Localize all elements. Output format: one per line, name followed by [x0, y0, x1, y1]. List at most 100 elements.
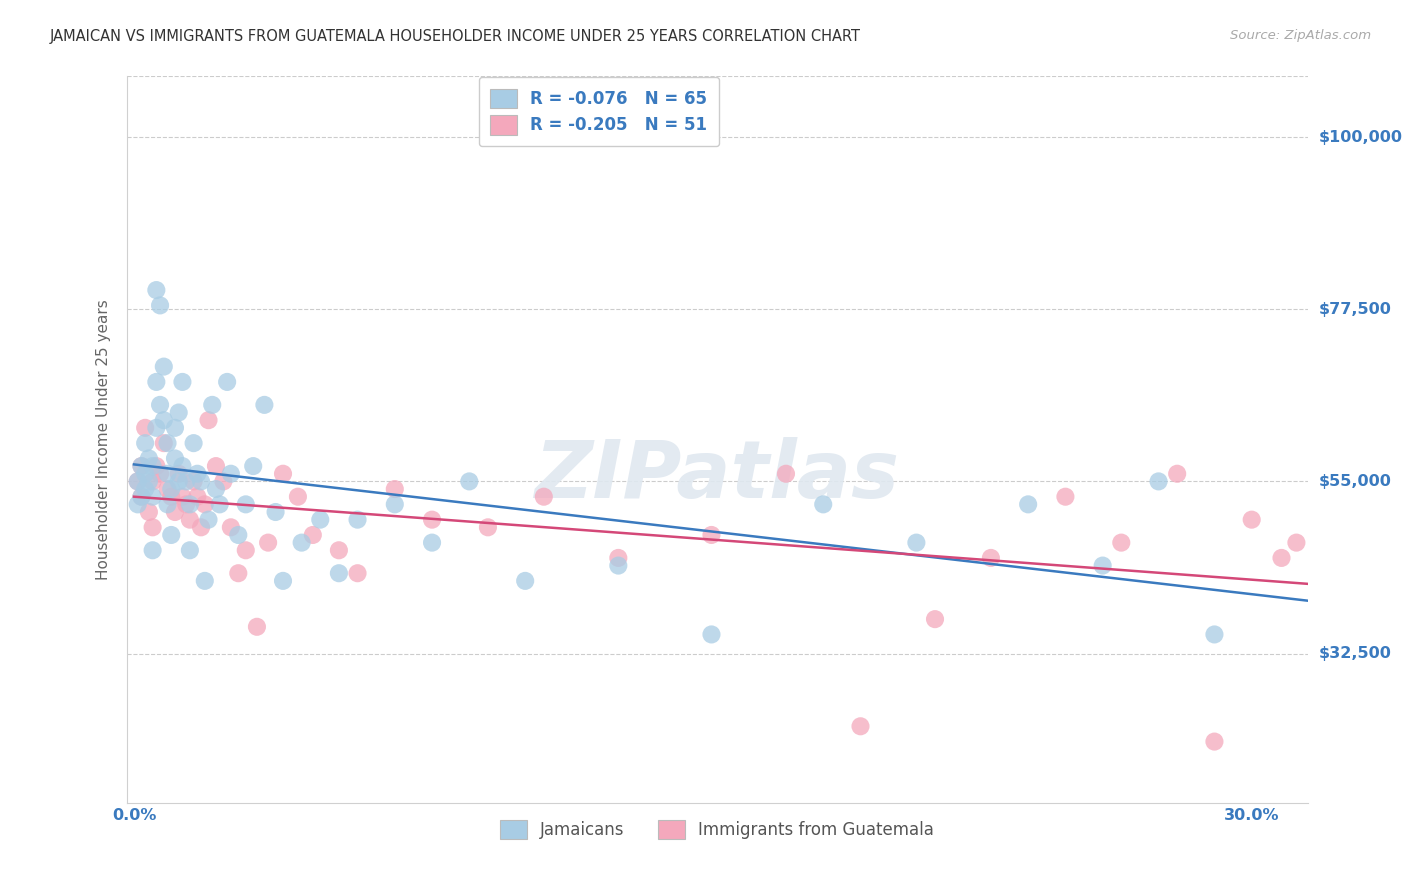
Point: [607, 558, 630, 573]
Text: ZIPatlas: ZIPatlas: [534, 437, 900, 515]
Point: [980, 550, 1002, 565]
Point: [924, 612, 946, 626]
Point: [1147, 475, 1170, 489]
Point: [149, 398, 172, 412]
Point: [152, 436, 174, 450]
Point: [156, 482, 179, 496]
Point: [131, 490, 153, 504]
Point: [1204, 734, 1226, 748]
Point: [201, 398, 224, 412]
Point: [156, 467, 179, 481]
Point: [271, 574, 294, 588]
Point: [179, 497, 201, 511]
Point: [420, 535, 443, 549]
Point: [533, 490, 555, 504]
Point: [145, 375, 167, 389]
Point: [700, 627, 723, 641]
Point: [194, 574, 217, 588]
Point: [1091, 558, 1114, 573]
Point: [775, 467, 797, 481]
Point: [384, 497, 406, 511]
Point: [163, 451, 186, 466]
Point: [142, 490, 165, 504]
Point: [477, 520, 499, 534]
Point: [183, 475, 205, 489]
Point: [131, 459, 153, 474]
Point: [458, 475, 481, 489]
Point: [1054, 490, 1077, 504]
Point: [174, 475, 197, 489]
Point: [149, 467, 172, 481]
Point: [309, 513, 332, 527]
Point: [167, 475, 190, 489]
Point: [1111, 535, 1133, 549]
Point: [346, 513, 368, 527]
Point: [131, 459, 153, 474]
Point: [149, 298, 172, 312]
Point: [186, 490, 208, 504]
Point: [183, 436, 205, 450]
Point: [197, 413, 219, 427]
Point: [219, 520, 242, 534]
Point: [700, 528, 723, 542]
Point: [127, 475, 149, 489]
Point: [208, 497, 231, 511]
Point: [1204, 627, 1226, 641]
Point: [138, 475, 160, 489]
Point: [160, 482, 183, 496]
Text: JAMAICAN VS IMMIGRANTS FROM GUATEMALA HOUSEHOLDER INCOME UNDER 25 YEARS CORRELAT: JAMAICAN VS IMMIGRANTS FROM GUATEMALA HO…: [49, 29, 860, 44]
Point: [163, 505, 186, 519]
Point: [384, 482, 406, 496]
Point: [226, 528, 249, 542]
Text: $77,500: $77,500: [1319, 301, 1392, 317]
Point: [142, 459, 165, 474]
Point: [127, 475, 149, 489]
Text: $100,000: $100,000: [1319, 129, 1403, 145]
Point: [607, 550, 630, 565]
Point: [145, 283, 167, 297]
Point: [246, 620, 269, 634]
Point: [291, 535, 314, 549]
Point: [179, 543, 201, 558]
Point: [1166, 467, 1188, 481]
Point: [134, 482, 156, 496]
Point: [205, 482, 228, 496]
Point: [152, 359, 174, 374]
Point: [235, 497, 257, 511]
Point: [226, 566, 249, 581]
Point: [172, 459, 194, 474]
Point: [190, 475, 212, 489]
Point: [145, 459, 167, 474]
Point: [131, 490, 153, 504]
Point: [194, 497, 217, 511]
Point: [212, 475, 235, 489]
Text: $32,500: $32,500: [1319, 646, 1392, 661]
Point: [301, 528, 323, 542]
Point: [142, 520, 165, 534]
Y-axis label: Householder Income Under 25 years: Householder Income Under 25 years: [96, 299, 111, 580]
Point: [1270, 550, 1292, 565]
Point: [160, 528, 183, 542]
Point: [271, 467, 294, 481]
Point: [197, 513, 219, 527]
Point: [179, 513, 201, 527]
Point: [346, 566, 368, 581]
Point: [190, 520, 212, 534]
Point: [186, 467, 208, 481]
Point: [235, 543, 257, 558]
Point: [142, 543, 165, 558]
Text: Source: ZipAtlas.com: Source: ZipAtlas.com: [1230, 29, 1371, 42]
Point: [849, 719, 872, 733]
Point: [515, 574, 537, 588]
Point: [156, 497, 179, 511]
Point: [160, 490, 183, 504]
Point: [134, 421, 156, 435]
Point: [420, 513, 443, 527]
Point: [905, 535, 928, 549]
Point: [145, 421, 167, 435]
Point: [242, 459, 264, 474]
Point: [138, 451, 160, 466]
Point: [163, 421, 186, 435]
Point: [167, 405, 190, 419]
Point: [1285, 535, 1308, 549]
